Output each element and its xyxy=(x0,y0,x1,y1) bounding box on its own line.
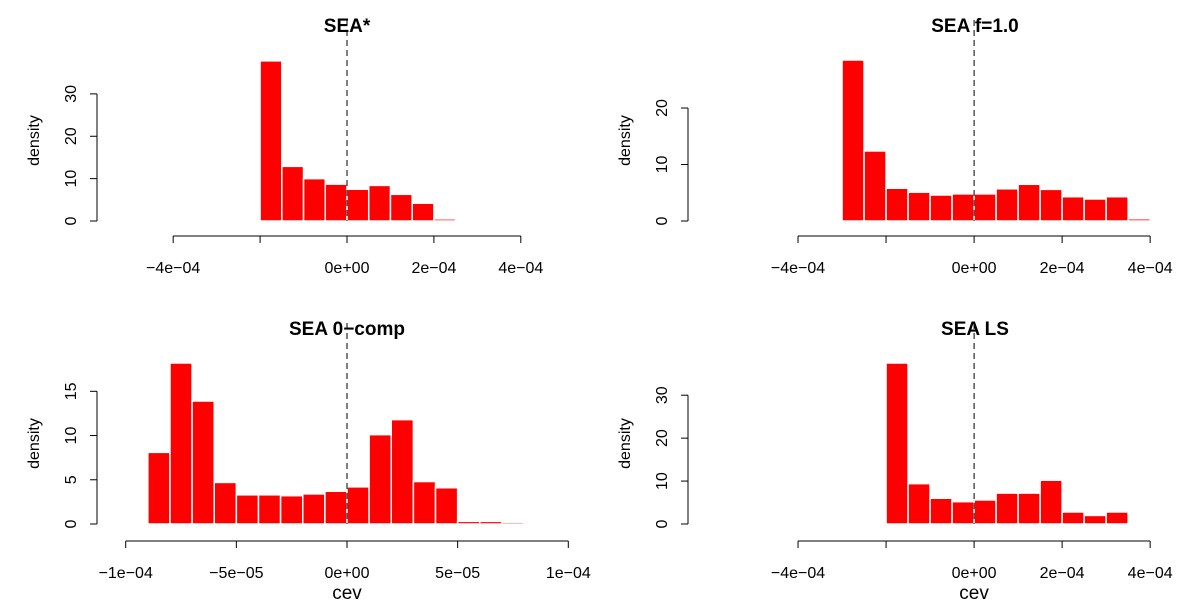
bar xyxy=(1017,183,1041,222)
bar xyxy=(929,194,953,222)
bar xyxy=(389,193,413,222)
x-tick-label: 2e−04 xyxy=(1040,565,1085,582)
x-tick-label: 0e+00 xyxy=(325,260,370,277)
bar xyxy=(346,486,370,525)
y-tick-label: 0 xyxy=(63,216,80,225)
bar xyxy=(456,520,481,525)
y-tick-label: 0 xyxy=(654,216,671,225)
bar xyxy=(1083,198,1107,222)
x-tick-label: −1e−04 xyxy=(99,565,153,582)
y-axis-label: density xyxy=(617,115,634,166)
bar xyxy=(434,486,459,525)
bar xyxy=(281,165,305,222)
bar xyxy=(257,494,282,525)
y-tick-label: 10 xyxy=(63,170,80,188)
bar xyxy=(191,400,215,525)
bar xyxy=(213,481,238,525)
bar xyxy=(147,451,171,525)
x-tick-label: 1e−04 xyxy=(546,565,591,582)
x-tick-label: −4e−04 xyxy=(771,260,825,277)
chart-title: SEA f=1.0 xyxy=(931,16,1018,37)
bar xyxy=(1061,511,1085,525)
bar xyxy=(973,499,997,525)
bar xyxy=(501,521,525,525)
x-tick-label: 0e+00 xyxy=(952,565,997,582)
x-tick-label: 2e−04 xyxy=(1040,260,1085,277)
bar xyxy=(390,418,415,525)
x-tick-label: 4e−04 xyxy=(1128,565,1173,582)
x-tick-label: 4e−04 xyxy=(1128,260,1173,277)
bar xyxy=(411,202,435,222)
x-tick-label: −4e−04 xyxy=(146,260,200,277)
y-tick-label: 20 xyxy=(654,429,671,447)
x-axis-label: cev xyxy=(959,583,989,604)
bar xyxy=(1127,217,1151,222)
bar xyxy=(929,497,953,525)
y-tick-label: 10 xyxy=(654,472,671,490)
y-axis-label: density xyxy=(617,418,634,469)
y-axis-label: density xyxy=(26,418,43,469)
x-tick-label: 5e−05 xyxy=(435,565,480,582)
bar xyxy=(1061,195,1085,222)
x-tick-label: 2e−04 xyxy=(411,260,456,277)
bar xyxy=(1017,492,1041,525)
bar xyxy=(279,494,304,525)
bar xyxy=(235,494,260,525)
y-tick-label: 20 xyxy=(654,99,671,117)
bar xyxy=(433,218,457,222)
y-tick-label: 0 xyxy=(63,519,80,528)
x-tick-label: 4e−04 xyxy=(498,260,543,277)
bar xyxy=(302,177,327,222)
bar xyxy=(1105,511,1129,525)
x-axis-label: cev xyxy=(332,583,362,604)
bar xyxy=(1039,479,1063,525)
y-tick-label: 5 xyxy=(63,475,80,484)
y-tick-label: 20 xyxy=(63,127,80,145)
bar xyxy=(841,59,865,222)
bar xyxy=(412,480,437,525)
bar xyxy=(995,492,1019,525)
bar xyxy=(1039,188,1063,222)
x-tick-label: 0e+00 xyxy=(952,260,997,277)
bar xyxy=(1083,514,1107,525)
bar xyxy=(368,433,393,525)
y-tick-label: 10 xyxy=(654,156,671,174)
bar xyxy=(367,184,392,222)
bar xyxy=(907,191,931,222)
x-tick-label: 0e+00 xyxy=(325,565,370,582)
bar xyxy=(1105,195,1129,222)
bar xyxy=(863,150,887,222)
chart-title: SEA LS xyxy=(941,319,1009,340)
y-tick-label: 0 xyxy=(654,519,671,528)
bar xyxy=(301,493,326,525)
y-tick-label: 30 xyxy=(63,85,80,103)
bar xyxy=(169,362,193,525)
bar xyxy=(973,193,997,222)
bar xyxy=(324,490,348,525)
bar xyxy=(885,187,909,222)
bar xyxy=(995,188,1019,222)
chart-title: SEA* xyxy=(324,16,371,37)
y-axis-label: density xyxy=(26,115,43,166)
bar xyxy=(951,500,975,525)
bar xyxy=(324,183,348,222)
bar xyxy=(346,188,370,222)
bar xyxy=(951,193,975,222)
bar xyxy=(885,362,909,525)
chart-title: SEA 0−comp xyxy=(289,319,405,340)
y-tick-label: 30 xyxy=(654,386,671,404)
x-tick-label: −5e−05 xyxy=(209,565,263,582)
bar xyxy=(479,520,503,525)
y-tick-label: 15 xyxy=(63,382,80,400)
bar xyxy=(907,482,931,525)
x-tick-label: −4e−04 xyxy=(771,565,825,582)
y-tick-label: 10 xyxy=(63,427,80,445)
bar xyxy=(259,60,283,222)
